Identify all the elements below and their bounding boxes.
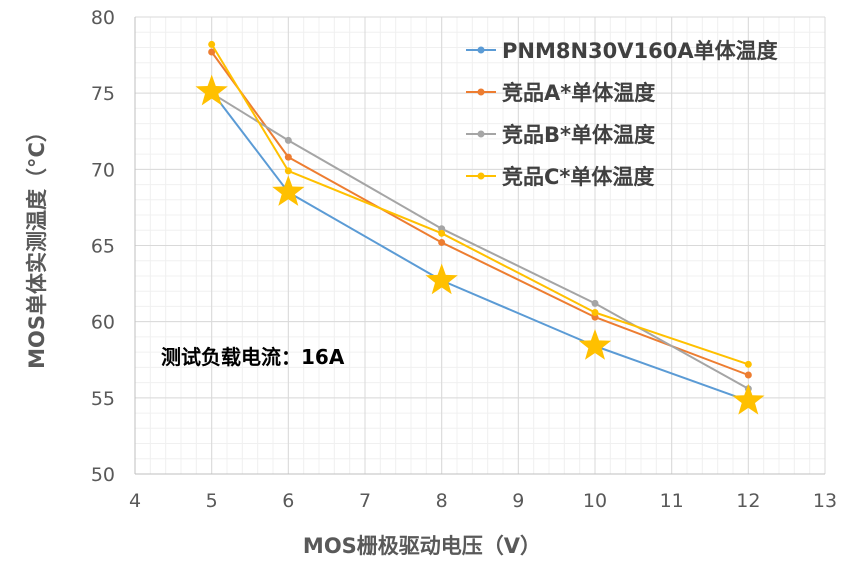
y-tick-label: 75 bbox=[91, 83, 115, 105]
star-marker bbox=[425, 263, 458, 295]
data-point-4 bbox=[744, 360, 752, 368]
x-tick-label: 12 bbox=[736, 490, 760, 512]
legend-marker-2 bbox=[477, 88, 485, 96]
star-marker bbox=[578, 329, 612, 360]
star-marker bbox=[732, 383, 765, 415]
test-load-annotation: 测试负载电流：16A bbox=[161, 345, 345, 369]
legend-marker-3 bbox=[477, 130, 485, 138]
data-point-2 bbox=[744, 371, 752, 379]
x-tick-label: 5 bbox=[206, 490, 218, 512]
x-tick-label: 8 bbox=[436, 490, 448, 512]
x-tick-label: 7 bbox=[359, 490, 371, 512]
data-point-2 bbox=[284, 153, 292, 161]
legend-label-2: 竞品A*单体温度 bbox=[502, 81, 655, 105]
data-point-3 bbox=[591, 299, 599, 307]
data-point-4 bbox=[208, 40, 216, 48]
star-marker bbox=[195, 74, 228, 106]
y-tick-label: 80 bbox=[91, 7, 115, 29]
x-tick-label: 10 bbox=[583, 490, 607, 512]
data-point-2 bbox=[438, 238, 446, 246]
x-axis-title: MOS栅极驱动电压（V） bbox=[303, 534, 541, 558]
data-point-4 bbox=[438, 229, 446, 237]
tick-labels: 4 5 6 7 8 9 10 11 12 13 50 55 60 65 70 75 80 bbox=[91, 7, 837, 512]
legend-label-1: PNM8N30V160A单体温度 bbox=[502, 39, 778, 63]
data-point-2 bbox=[208, 48, 216, 56]
y-tick-label: 70 bbox=[91, 159, 115, 181]
data-point-4 bbox=[591, 309, 599, 317]
series-line-2 bbox=[210, 51, 749, 376]
data-point-3 bbox=[284, 136, 292, 144]
y-tick-label: 50 bbox=[91, 464, 115, 486]
star-marker bbox=[272, 175, 305, 206]
y-axis-title: MOS单体实测温度（°C） bbox=[25, 121, 49, 369]
y-tick-label: 55 bbox=[91, 388, 115, 410]
x-tick-label: 9 bbox=[512, 490, 524, 512]
legend-label-4: 竞品C*单体温度 bbox=[502, 165, 654, 189]
x-tick-label: 6 bbox=[282, 490, 294, 512]
x-tick-label: 11 bbox=[660, 490, 684, 512]
legend-marker-1 bbox=[477, 46, 485, 54]
x-tick-label: 4 bbox=[129, 490, 141, 512]
axes bbox=[134, 17, 825, 475]
series-layer bbox=[195, 40, 765, 415]
x-tick-label: 13 bbox=[813, 490, 837, 512]
legend-marker-4 bbox=[477, 172, 485, 180]
data-point-4 bbox=[284, 167, 292, 175]
y-tick-label: 60 bbox=[91, 312, 115, 334]
legend-label-3: 竞品B*单体温度 bbox=[502, 123, 655, 147]
grid bbox=[134, 16, 826, 475]
y-tick-label: 65 bbox=[91, 236, 115, 258]
